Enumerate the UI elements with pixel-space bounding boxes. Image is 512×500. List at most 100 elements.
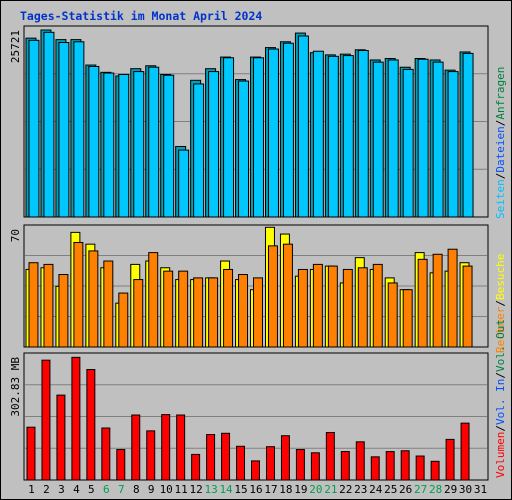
x-tick-label-day-26: 26 [399, 483, 412, 496]
bar-hosts-day-12 [193, 277, 204, 348]
legend--: / [494, 372, 507, 379]
bar-files-day-16 [253, 57, 264, 218]
x-tick-label-day-29: 29 [444, 483, 457, 496]
bar-hosts-day-24 [372, 263, 383, 348]
bar-hosts-day-18 [282, 243, 293, 348]
bar-hosts-day-16 [253, 277, 263, 348]
legend-middle-panel: Rechner/Besuche [494, 254, 507, 353]
bar-files-day-15 [238, 80, 250, 218]
x-tick-label-day-27: 27 [414, 483, 427, 496]
bar-files-day-4 [73, 41, 85, 218]
x-tick-label-day-30: 30 [459, 483, 472, 496]
legend--: / [494, 173, 507, 180]
legend-volumen: Volumen [494, 432, 507, 478]
bar-hosts-day-7 [118, 292, 129, 348]
bar-hosts-day-3 [58, 274, 69, 348]
bar-files-day-7 [118, 74, 130, 218]
bar-hosts-day-15 [238, 274, 249, 348]
legend-top-panel: Seiten/Dateien/Anfragen [494, 67, 507, 219]
x-tick-label-day-5: 5 [88, 483, 95, 496]
bar-hosts-day-2 [43, 263, 54, 348]
x-tick-label-day-11: 11 [175, 483, 188, 496]
bar-files-day-9 [148, 66, 160, 218]
bar-volume-day-11 [176, 414, 186, 481]
bar-volume-day-13 [206, 434, 216, 481]
x-tick-label-day-17: 17 [264, 483, 277, 496]
bar-files-day-13 [208, 71, 220, 218]
x-tick-label-day-1: 1 [28, 483, 35, 496]
legend-vol--in: Vol. In [494, 379, 507, 425]
bar-volume-day-24 [370, 456, 380, 481]
x-tick-label-day-23: 23 [354, 483, 367, 496]
x-tick-label-day-4: 4 [73, 483, 80, 496]
bar-files-day-28 [432, 61, 444, 218]
x-tick-label-day-31: 31 [474, 483, 487, 496]
bar-volume-day-20 [310, 452, 320, 481]
x-tick-label-day-12: 12 [190, 483, 203, 496]
ymax-label-requests: 25721 [9, 30, 22, 63]
bar-volume-day-2 [41, 359, 51, 481]
x-tick-label-day-13: 13 [204, 483, 217, 496]
bar-files-day-30 [462, 52, 474, 218]
bar-files-day-6 [103, 72, 115, 218]
bar-hosts-day-23 [357, 267, 368, 348]
bar-volume-day-3 [56, 394, 66, 481]
bar-volume-day-14 [221, 432, 231, 481]
bar-volume-day-29 [445, 438, 455, 481]
bar-hosts-day-10 [163, 270, 174, 348]
bar-files-day-24 [372, 61, 384, 218]
bar-hosts-day-5 [88, 250, 99, 348]
bar-volume-day-17 [265, 446, 275, 481]
ymax-label-visits: 70 [9, 229, 22, 242]
x-tick-label-day-6: 6 [103, 483, 110, 496]
bar-volume-day-27 [415, 455, 425, 481]
x-tick-label-day-7: 7 [118, 483, 125, 496]
bar-files-day-21 [327, 55, 339, 218]
bar-volume-day-25 [385, 451, 395, 481]
bar-files-day-3 [58, 42, 70, 218]
bar-hosts-day-28 [432, 253, 443, 348]
legend-besuche: Besuche [494, 254, 507, 300]
bar-files-day-26 [402, 68, 414, 218]
bar-files-day-2 [43, 31, 55, 218]
x-tick-label-day-18: 18 [279, 483, 292, 496]
x-tick-label-day-28: 28 [429, 483, 442, 496]
x-tick-label-day-22: 22 [339, 483, 352, 496]
bar-files-day-5 [88, 66, 100, 218]
bar-hosts-day-14 [223, 268, 234, 348]
bar-volume-day-4 [71, 356, 81, 481]
bar-files-day-8 [133, 71, 145, 218]
x-tick-label-day-25: 25 [384, 483, 397, 496]
bar-hosts-day-30 [462, 265, 473, 348]
bar-hosts-day-26 [402, 289, 413, 348]
bar-files-day-18 [282, 42, 294, 218]
bar-files-day-10 [163, 74, 175, 218]
x-tick-label-day-3: 3 [58, 483, 65, 496]
x-tick-label-day-19: 19 [294, 483, 307, 496]
x-tick-label-day-10: 10 [160, 483, 173, 496]
legend-bottom-panel: Volumen/Vol. In/Vol. Out [494, 319, 507, 478]
legend--: / [494, 425, 507, 432]
bar-files-day-27 [417, 58, 429, 218]
bar-volume-day-28 [430, 460, 440, 481]
bar-hosts-day-6 [103, 260, 114, 348]
bar-volume-day-30 [460, 422, 470, 481]
bar-hosts-day-11 [178, 270, 189, 348]
bar-files-day-19 [297, 35, 309, 218]
bar-hosts-day-13 [208, 277, 219, 348]
bar-volume-day-22 [340, 451, 350, 481]
bar-volume-day-8 [131, 414, 141, 481]
bar-hosts-day-20 [312, 263, 323, 348]
legend--: / [494, 300, 507, 307]
x-tick-label-day-8: 8 [133, 483, 140, 496]
bar-files-day-17 [267, 48, 279, 218]
bar-files-day-1 [28, 39, 40, 218]
bar-volume-day-16 [251, 460, 260, 481]
page-title: Tages-Statistik im Monat April 2024 [20, 9, 263, 23]
bar-volume-day-18 [280, 435, 290, 481]
bar-hosts-day-8 [133, 279, 144, 348]
bar-volume-day-7 [116, 449, 126, 481]
bar-files-day-12 [193, 83, 205, 218]
bar-volume-day-12 [191, 453, 201, 481]
